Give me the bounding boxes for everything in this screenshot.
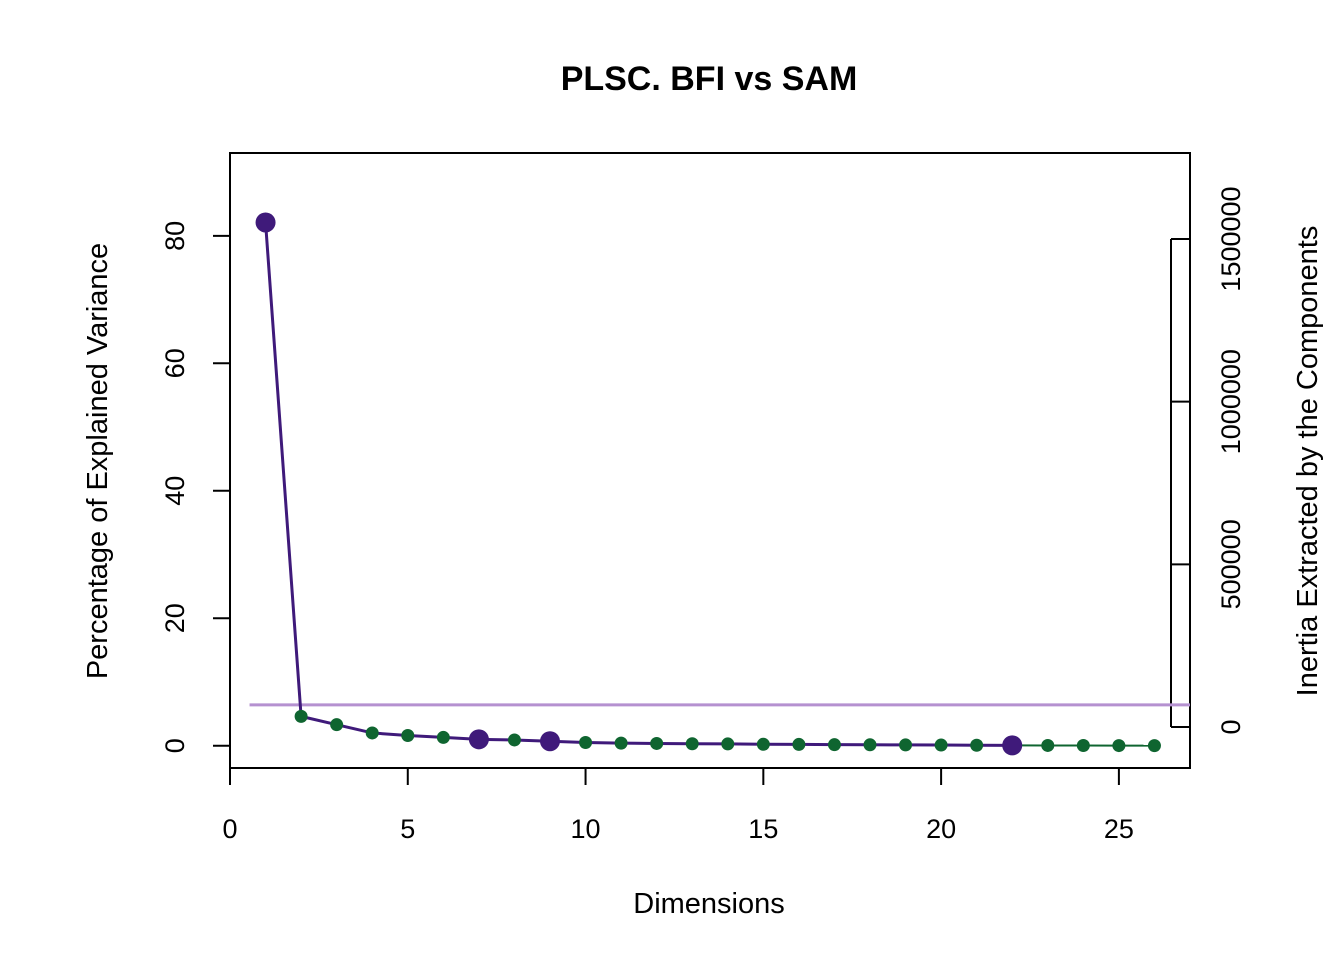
x-tick-label: 15 [748,814,778,844]
y-tick-label: 80 [160,221,190,251]
right-y-tick-label: 1500000 [1216,186,1246,291]
data-point [650,736,664,750]
data-points [255,212,1161,756]
y-tick-label: 20 [160,603,190,633]
data-point [614,736,628,750]
significant-point [468,729,489,750]
data-point [1041,738,1055,752]
significant-point [1002,735,1023,756]
right-y-axis-label: Inertia Extracted by the Components [1292,226,1324,697]
right-y-tick-label: 1000000 [1216,349,1246,454]
data-point [899,738,913,752]
data-point [1112,739,1126,753]
data-point [1147,739,1161,753]
data-point [756,737,770,751]
significant-point [540,731,560,752]
significant-series-line [264,222,1013,747]
y-axis: 0 20 40 60 80 [160,221,231,753]
right-y-axis: 0 500000 1000000 1500000 [1170,186,1246,735]
data-point [721,737,735,751]
data-point [579,736,593,750]
x-tick-label: 20 [926,814,956,844]
data-point [365,726,379,740]
data-point [863,738,877,752]
data-point [330,718,344,732]
x-axis-label: Dimensions [633,888,785,920]
significant-point [255,212,276,233]
y-axis-label: Percentage of Explained Variance [82,243,114,679]
y-tick-label: 0 [160,738,190,753]
y-tick-label: 40 [160,476,190,506]
data-point [970,738,984,752]
chart-title: PLSC. BFI vs SAM [561,60,858,98]
x-axis: 0 5 10 15 20 25 [222,767,1134,844]
data-point [1076,739,1090,753]
x-tick-label: 25 [1104,814,1134,844]
data-point [401,728,415,742]
data-point [934,738,948,752]
data-point [827,738,841,752]
right-y-tick-label: 0 [1216,719,1246,734]
data-point [436,730,450,744]
right-y-tick-label: 500000 [1216,519,1246,609]
x-tick-label: 10 [571,814,601,844]
x-tick-label: 5 [400,814,415,844]
series-lines [264,222,1155,747]
x-tick-label: 0 [222,814,237,844]
plot-frame [229,152,1191,769]
y-tick-label: 60 [160,348,190,378]
data-point [507,733,521,747]
data-point [685,737,699,751]
data-point [792,737,806,751]
data-point [294,709,308,723]
